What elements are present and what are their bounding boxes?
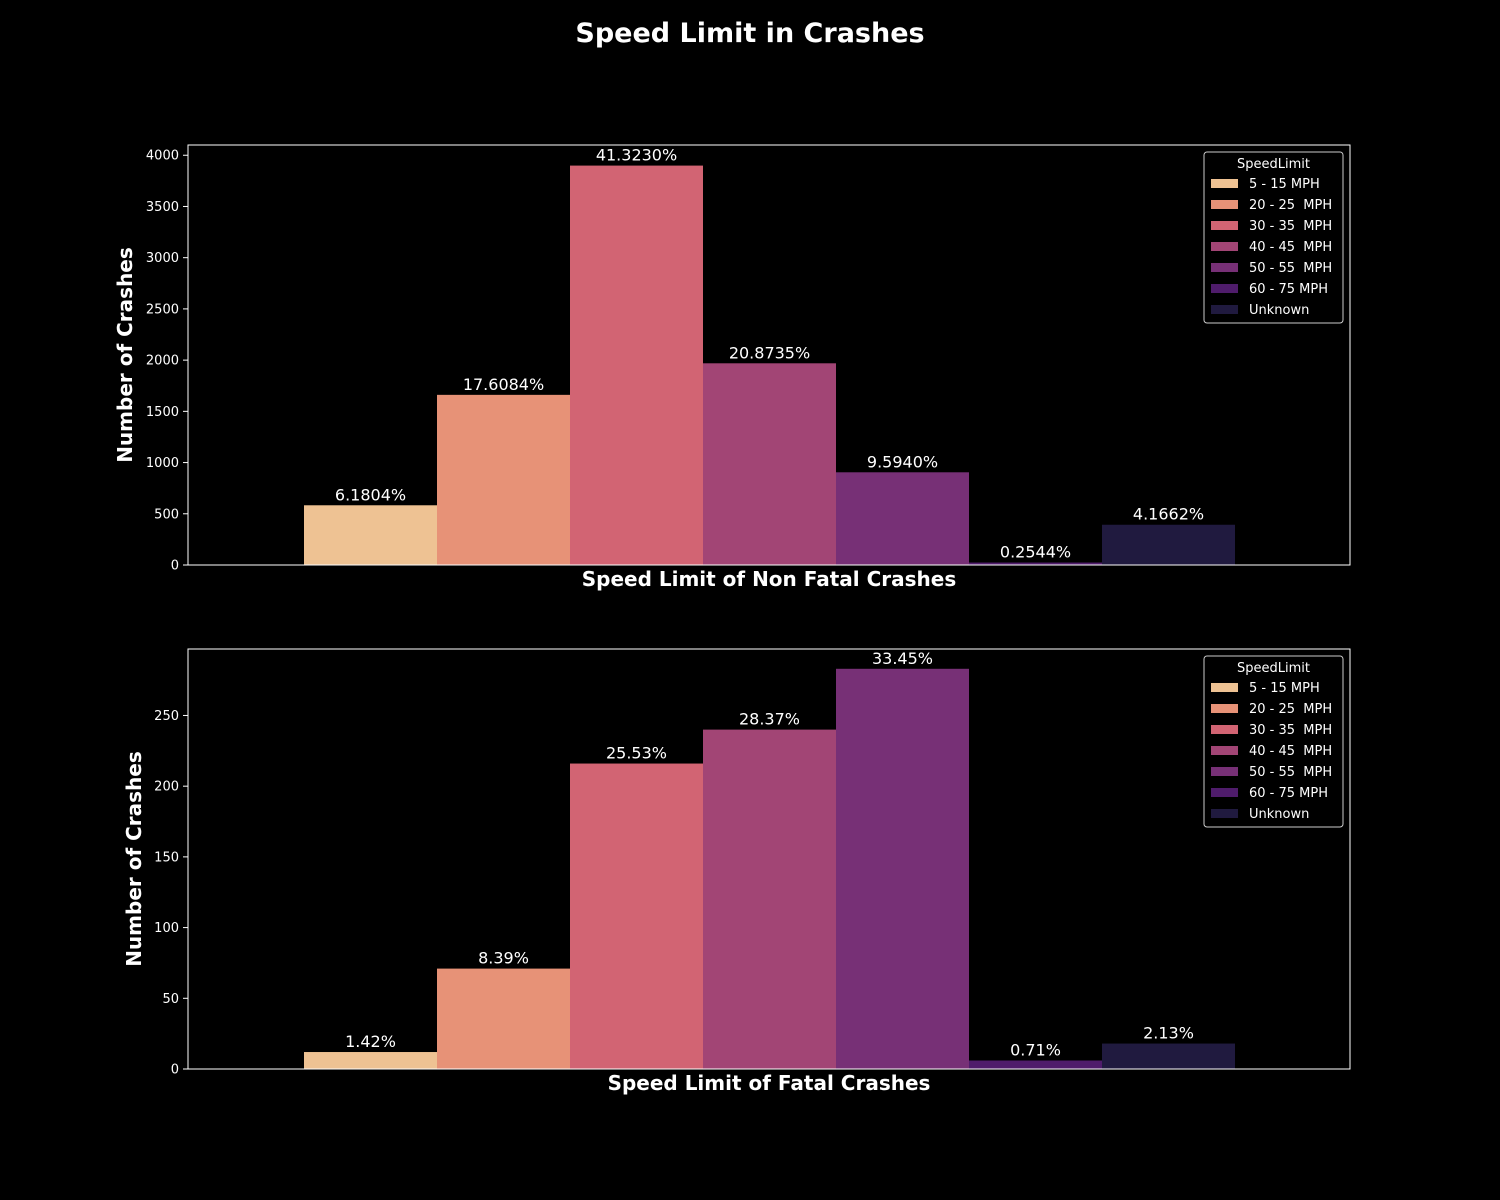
y-tick-label: 2500 [146,302,179,317]
y-tick-label: 3500 [146,200,179,215]
legend-swatch [1211,746,1238,755]
legend-swatch [1211,704,1238,713]
data-label: 33.45% [872,649,933,668]
data-label: 25.53% [606,744,667,763]
legend-item-label: 40 - 45 MPH [1249,744,1332,759]
plot-frame [187,648,1351,1070]
legend-swatch [1211,788,1238,797]
y-tick-label: 150 [154,850,179,865]
legend-item-label: 5 - 15 MPH [1249,681,1320,696]
legend-item-label: 50 - 55 MPH [1249,261,1332,276]
legend-swatch [1211,305,1238,314]
chart-panel-1: 6.1804% 17.6084% 41.3230% 20.8735% 9.5940% 0.… [113,144,1351,591]
y-tick-label: 1500 [146,405,179,420]
legend-frame [1203,655,1344,828]
legend-swatch [1211,200,1238,209]
legend-swatch [1211,725,1238,734]
y-axis-label: Number of Crashes [113,247,137,463]
legend-swatch [1211,683,1238,692]
bar [437,968,570,1069]
legend-swatch [1211,284,1238,293]
legend-item-label: 40 - 45 MPH [1249,240,1332,255]
bar [1102,1043,1235,1069]
legend-title: SpeedLimit [1237,661,1310,676]
y-tick-label: 1000 [146,456,179,471]
legend-frame [1203,151,1344,324]
data-label: 0.71% [1010,1041,1061,1060]
legend-swatch [1211,263,1238,272]
legend-item-label: 60 - 75 MPH [1249,786,1328,801]
data-label: 2.13% [1143,1024,1194,1043]
bar [570,165,703,565]
bar [304,1052,437,1069]
legend: SpeedLimit 5 - 15 MPH 20 - 25 MPH 30 - 35 M… [1203,151,1344,324]
x-axis-label: Speed Limit of Fatal Crashes [608,1071,931,1095]
legend-swatch [1211,242,1238,251]
chart-panel-2: 1.42% 8.39% 25.53% 28.37% 33.45% 0.71% 2.13% 0 5… [122,648,1351,1095]
legend-title: SpeedLimit [1237,157,1310,172]
y-tick-label: 50 [162,992,179,1007]
x-axis-label: Speed Limit of Non Fatal Crashes [582,567,957,591]
legend-item-label: 60 - 75 MPH [1249,282,1328,297]
y-tick-label: 2000 [146,354,179,369]
data-label: 41.3230% [596,146,677,165]
legend-swatch [1211,809,1238,818]
data-label: 20.8735% [729,343,810,362]
data-label: 0.2544% [1000,543,1071,562]
data-label: 17.6084% [463,375,544,394]
legend-item-label: 5 - 15 MPH [1249,177,1320,192]
bar [969,562,1102,565]
plot-frame [187,144,1351,566]
legend-item-label: Unknown [1249,807,1309,822]
y-tick-label: 250 [154,709,179,724]
y-tick-label: 0 [171,559,179,574]
bar [836,668,969,1069]
y-tick-label: 500 [154,507,179,522]
bar [969,1060,1102,1069]
bar [703,363,836,565]
legend-swatch [1211,767,1238,776]
legend-item-label: 20 - 25 MPH [1249,702,1332,717]
legend: SpeedLimit 5 - 15 MPH 20 - 25 MPH 30 - 35 M… [1203,655,1344,828]
data-label: 4.1662% [1133,505,1204,524]
legend-swatch [1211,221,1238,230]
chart-title: Speed Limit in Crashes [575,18,925,49]
legend-item-label: Unknown [1249,303,1309,318]
data-label: 28.37% [739,710,800,729]
data-label: 8.39% [478,949,529,968]
data-label: 6.1804% [335,485,406,504]
data-label: 9.5940% [867,452,938,471]
bar [836,472,969,565]
bar [437,394,570,565]
y-tick-label: 0 [171,1063,179,1078]
bar [1102,524,1235,565]
legend-swatch [1211,179,1238,188]
data-label: 1.42% [345,1032,396,1051]
bar [703,729,836,1069]
legend-item-label: 50 - 55 MPH [1249,765,1332,780]
legend-item-label: 30 - 35 MPH [1249,219,1332,234]
y-tick-label: 200 [154,780,179,795]
y-tick-label: 100 [154,921,179,936]
legend-item-label: 30 - 35 MPH [1249,723,1332,738]
y-tick-label: 3000 [146,251,179,266]
bar [304,505,437,565]
y-tick-label: 4000 [146,149,179,164]
legend-item-label: 20 - 25 MPH [1249,198,1332,213]
y-axis-label: Number of Crashes [122,751,146,967]
bar [570,763,703,1069]
